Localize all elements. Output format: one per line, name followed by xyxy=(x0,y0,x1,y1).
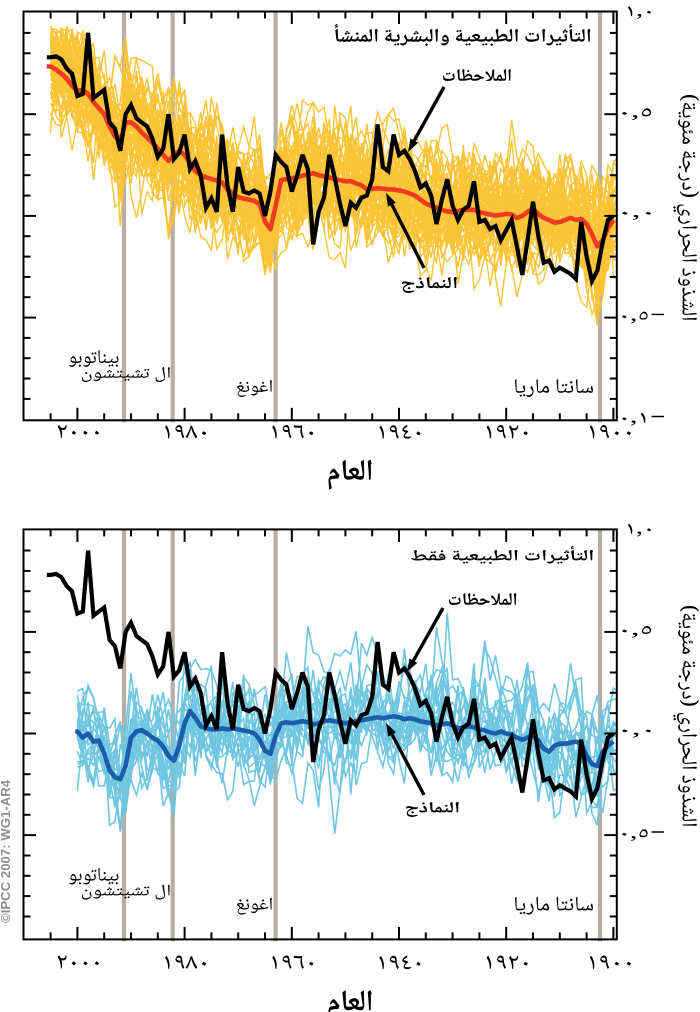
svg-text:©IPCC 2007: WG1-AR4: ©IPCC 2007: WG1-AR4 xyxy=(0,779,13,923)
